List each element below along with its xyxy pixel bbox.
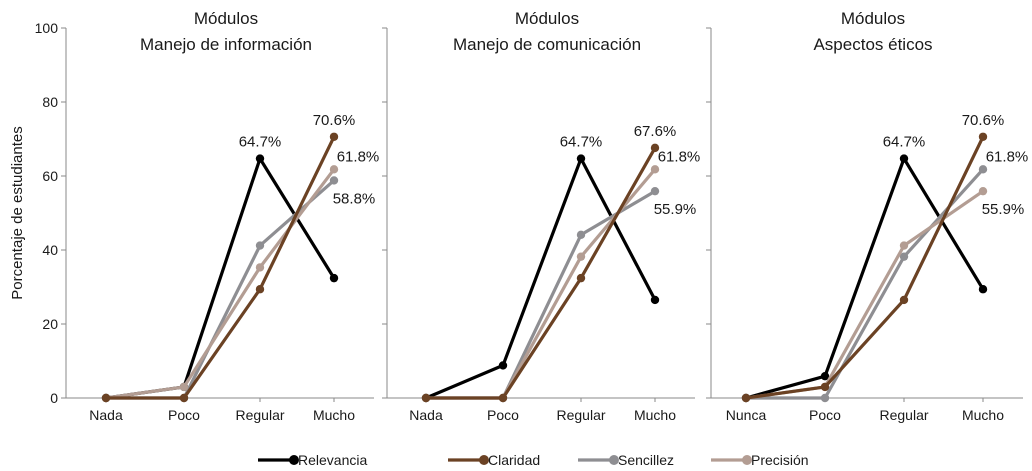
series-line-precisión <box>105 168 336 400</box>
panel-title-line2: Aspectos éticos <box>813 35 932 54</box>
data-point <box>899 295 909 305</box>
series-line-relevancia <box>745 157 985 400</box>
data-point <box>255 154 265 163</box>
x-tick-label: Regular <box>556 407 605 423</box>
y-tick-label: 20 <box>42 316 58 332</box>
data-point <box>421 393 431 403</box>
x-tick-label: Mucho <box>634 407 676 423</box>
data-point <box>820 393 830 403</box>
data-label: 64.7% <box>239 134 282 151</box>
data-point <box>978 186 988 196</box>
series-line-precisión <box>426 168 657 400</box>
x-tick-label: Poco <box>809 407 841 423</box>
data-label: 67.6% <box>634 123 677 140</box>
x-tick-label: Nada <box>89 407 123 423</box>
series-line-relevancia <box>105 157 336 400</box>
x-tick-label: Poco <box>487 407 519 423</box>
series-line-sencillez <box>426 189 656 400</box>
data-point <box>650 295 660 305</box>
y-axis-label: Porcentaje de estudiantes <box>9 126 26 299</box>
y-tick-label: 40 <box>42 242 58 258</box>
x-tick-label: Mucho <box>962 407 1004 423</box>
legend-label: Sencillez <box>618 452 674 468</box>
data-point <box>498 393 508 403</box>
data-point <box>329 165 339 174</box>
data-point <box>255 263 265 272</box>
data-label: 70.6% <box>962 112 1005 129</box>
data-label: 64.7% <box>560 134 603 151</box>
series-line-claridad <box>745 136 985 400</box>
panel-title-line2: Manejo de comunicación <box>453 35 641 54</box>
data-point <box>741 393 751 403</box>
legend-swatch-marker <box>289 455 299 465</box>
y-tick-label: 100 <box>35 20 59 36</box>
x-tick-label: Nada <box>409 407 443 423</box>
x-tick-label: Regular <box>879 407 928 423</box>
data-point <box>576 154 586 163</box>
legend-label: Precisión <box>751 452 809 468</box>
data-label: 55.9% <box>654 201 697 218</box>
data-point <box>329 273 339 283</box>
data-point <box>650 143 660 153</box>
data-point <box>255 241 265 250</box>
panel-title-line2: Manejo de información <box>140 35 312 54</box>
data-point <box>576 252 586 261</box>
panel-title-line1: Módulos <box>194 9 258 28</box>
data-point <box>820 382 830 392</box>
series-line-claridad <box>426 147 657 400</box>
x-tick-label: Nunca <box>726 407 767 423</box>
data-point <box>179 382 189 392</box>
data-point <box>978 285 988 294</box>
y-tick-label: 60 <box>42 168 58 184</box>
y-tick-label: 0 <box>50 390 58 406</box>
data-point <box>576 273 586 283</box>
data-label: 64.7% <box>883 134 926 151</box>
series-line-claridad <box>106 136 336 400</box>
data-point <box>899 252 909 261</box>
x-tick-label: Regular <box>235 407 284 423</box>
x-tick-label: Mucho <box>313 407 355 423</box>
series-line-sencillez <box>746 168 985 400</box>
panel-title-line1: Módulos <box>515 9 579 28</box>
panel-title-line1: Módulos <box>841 9 905 28</box>
data-point <box>179 393 189 403</box>
x-tick-label: Poco <box>168 407 200 423</box>
data-point <box>978 132 988 141</box>
data-label: 58.8% <box>333 190 376 207</box>
data-point <box>820 371 830 381</box>
legend-swatch-marker <box>609 455 619 465</box>
data-label: 70.6% <box>313 112 356 129</box>
series-line-precisión <box>745 189 984 400</box>
data-label: 61.8% <box>337 148 380 165</box>
data-point <box>101 393 111 403</box>
y-tick-label: 80 <box>42 94 58 110</box>
data-point <box>498 361 508 370</box>
data-point <box>650 165 660 174</box>
data-point <box>329 132 339 141</box>
data-label: 55.9% <box>982 201 1025 218</box>
data-label: 61.8% <box>986 148 1029 165</box>
data-point <box>576 230 586 240</box>
data-point <box>329 176 339 185</box>
data-point <box>899 241 909 250</box>
data-point <box>650 186 660 196</box>
data-point <box>899 154 909 163</box>
legend-swatch-marker <box>479 455 489 465</box>
data-point <box>978 165 988 174</box>
series-line-relevancia <box>425 157 657 400</box>
legend-label: Relevancia <box>298 452 367 468</box>
data-point <box>255 285 265 294</box>
legend-label: Claridad <box>488 452 540 468</box>
legend-swatch-marker <box>742 455 752 465</box>
data-label: 61.8% <box>658 148 701 165</box>
